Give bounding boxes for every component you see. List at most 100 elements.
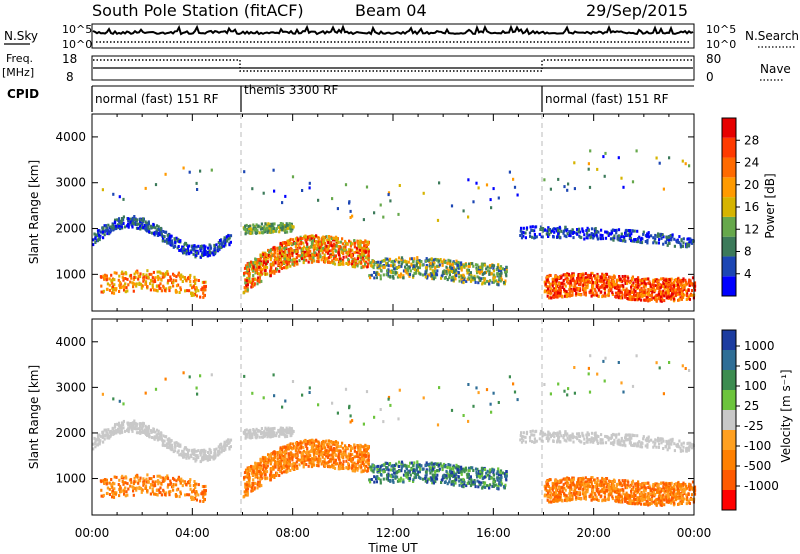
scatter-cell	[363, 264, 367, 268]
scatter-cell	[308, 442, 312, 445]
scatter-cell	[319, 247, 322, 251]
scatter-cell	[119, 227, 122, 231]
scatter-cell	[133, 419, 136, 423]
scatter-cell	[571, 293, 574, 297]
scatter-cell	[166, 281, 169, 285]
scatter-cell	[566, 293, 569, 297]
scatter-cell	[657, 291, 661, 294]
scatter-cell	[332, 238, 335, 242]
scatter-cell	[648, 282, 651, 286]
scatter-cell	[687, 295, 690, 299]
scatter-cell	[593, 234, 596, 238]
scatter-cell	[382, 266, 385, 270]
scatter-cell	[668, 241, 671, 245]
scatter-cell	[199, 169, 202, 173]
scatter-cell	[673, 280, 676, 284]
scatter-cell	[133, 426, 136, 430]
scatter-cell	[631, 229, 634, 233]
scatter-cell	[252, 261, 255, 265]
scatter-cell	[334, 448, 337, 452]
scatter-cell	[330, 441, 334, 445]
scatter-cell	[387, 264, 390, 268]
scatter-cell	[164, 435, 167, 439]
scatter-cell	[583, 279, 586, 283]
scatter-cell	[681, 296, 684, 299]
scatter-cell	[243, 271, 246, 275]
scatter-cell	[544, 289, 547, 293]
scatter-cell	[103, 224, 106, 228]
scatter-cell	[449, 265, 452, 269]
scatter-cell	[617, 296, 620, 300]
scatter-cell	[189, 484, 192, 488]
scatter-cell	[579, 283, 582, 287]
scatter-cell	[364, 262, 367, 266]
scatter-cell	[587, 228, 590, 232]
scatter-cell	[175, 494, 178, 498]
scatter-cell	[156, 493, 159, 497]
scatter-cell	[118, 488, 121, 491]
scatter-cell	[654, 298, 657, 301]
scatter-cell	[472, 200, 475, 204]
scatter-cell	[624, 231, 627, 235]
scatter-cell	[496, 273, 499, 277]
scatter-cell	[168, 241, 171, 245]
scatter-cell	[291, 225, 294, 229]
scatter-cell	[180, 273, 183, 277]
scatter-cell	[351, 457, 355, 460]
scatter-cell	[589, 289, 592, 293]
scatter-cell	[94, 241, 97, 244]
scatter-cell	[276, 453, 279, 457]
scatter-cell	[197, 456, 200, 460]
scatter-cell	[122, 476, 125, 480]
scatter-cell	[193, 448, 196, 452]
scatter-cell	[147, 479, 150, 483]
scatter-cell	[191, 452, 195, 456]
scatter-cell	[97, 231, 100, 235]
scatter-cell	[255, 231, 258, 235]
scatter-cell	[480, 270, 483, 274]
scatter-cell	[356, 444, 359, 447]
scatter-cell	[315, 234, 318, 238]
scatter-cell	[201, 448, 204, 452]
scatter-cell	[457, 270, 460, 274]
scatter-cell	[281, 246, 284, 249]
scatter-cell	[495, 268, 498, 272]
scatter-cell	[224, 445, 227, 449]
scatter-cell	[660, 299, 663, 303]
scatter-cell	[277, 261, 280, 264]
scatter-cell	[449, 259, 452, 263]
scatter-cell	[626, 281, 629, 285]
scatter-cell	[620, 235, 623, 239]
scatter-cell	[137, 226, 140, 230]
scatter-cell	[531, 225, 534, 229]
scatter-cell	[681, 279, 684, 282]
scatter-cell	[637, 292, 640, 296]
scatter-cell	[620, 232, 623, 236]
scatter-cell	[370, 261, 373, 265]
scatter-cell	[652, 284, 656, 287]
scatter-cell	[345, 459, 348, 463]
colorbar-tick-label: 4	[744, 267, 752, 281]
scatter-cell	[547, 287, 550, 291]
scatter-cell	[391, 259, 394, 263]
scatter-cell	[317, 464, 320, 468]
scatter-cell	[460, 261, 463, 265]
scatter-cell	[152, 225, 155, 229]
scatter-cell	[360, 266, 363, 270]
scatter-cell	[393, 263, 396, 267]
scatter-cell	[151, 487, 154, 491]
scatter-cell	[633, 298, 637, 302]
scatter-cell	[122, 481, 125, 485]
scatter-cell	[166, 485, 169, 489]
scatter-cell	[314, 244, 317, 247]
scatter-cell	[373, 276, 376, 280]
scatter-cell	[520, 226, 523, 230]
scatter-cell	[614, 229, 617, 232]
scatter-cell	[356, 264, 359, 268]
scatter-cell	[349, 216, 352, 219]
scatter-cell	[547, 228, 550, 232]
scatter-cell	[655, 156, 658, 160]
cpid-strip: CPID normal (fast) 151 RF themis 3300 RF…	[7, 83, 694, 112]
scatter-cell	[585, 276, 588, 280]
scatter-cell	[603, 283, 606, 287]
